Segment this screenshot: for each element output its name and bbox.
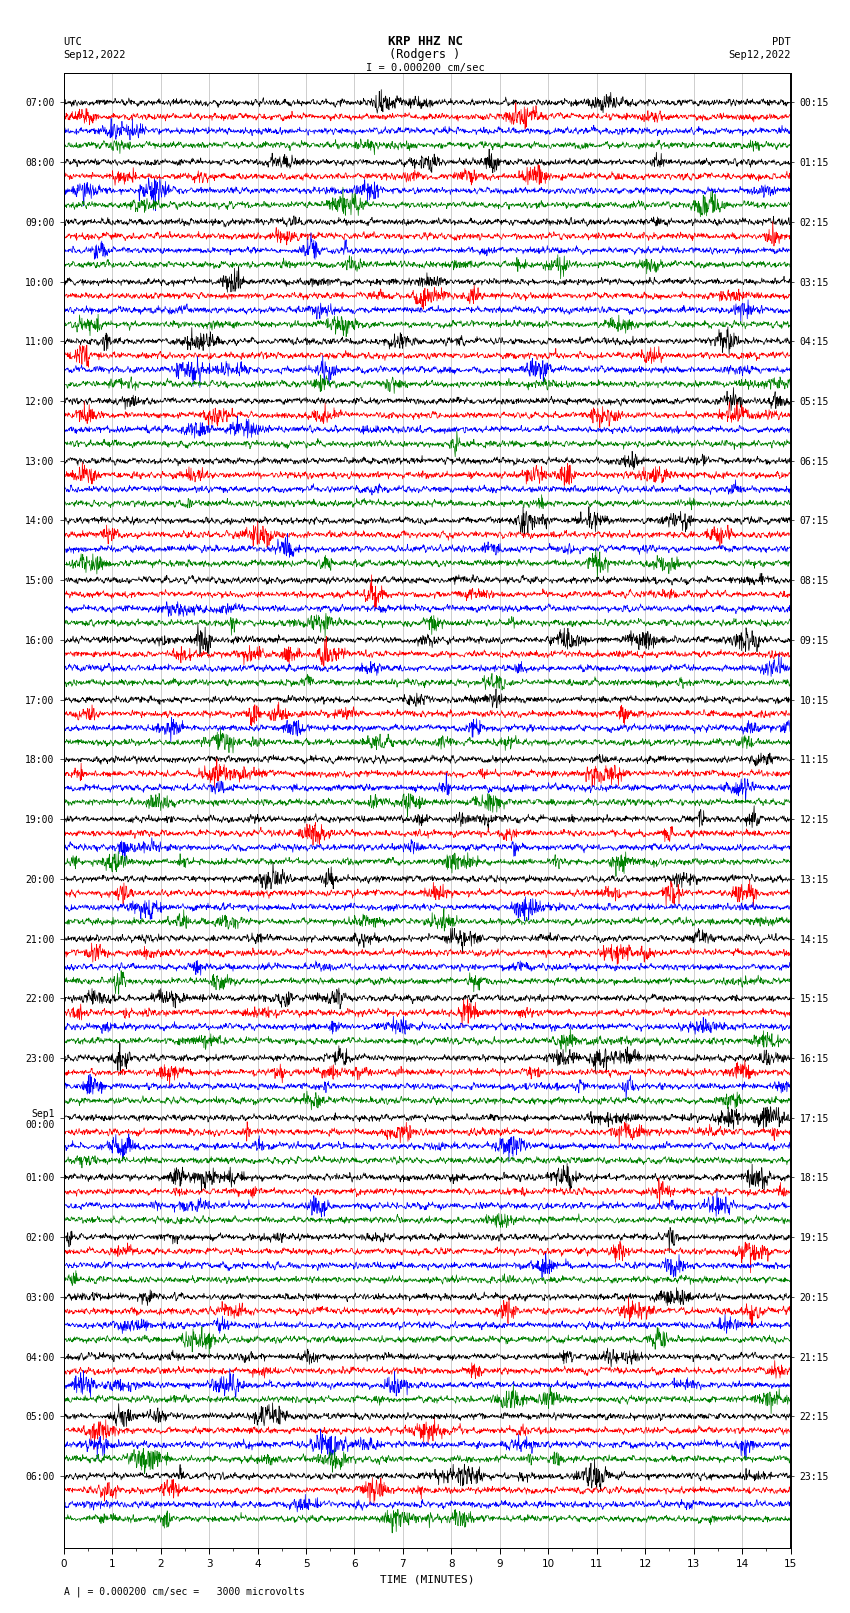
- Text: Sep12,2022: Sep12,2022: [64, 50, 127, 60]
- Text: UTC: UTC: [64, 37, 82, 47]
- Text: A | = 0.000200 cm/sec =   3000 microvolts: A | = 0.000200 cm/sec = 3000 microvolts: [64, 1587, 304, 1597]
- Text: (Rodgers ): (Rodgers ): [389, 48, 461, 61]
- Text: I = 0.000200 cm/sec: I = 0.000200 cm/sec: [366, 63, 484, 73]
- Text: Sep12,2022: Sep12,2022: [728, 50, 791, 60]
- X-axis label: TIME (MINUTES): TIME (MINUTES): [380, 1574, 474, 1584]
- Text: PDT: PDT: [772, 37, 791, 47]
- Text: KRP HHZ NC: KRP HHZ NC: [388, 35, 462, 48]
